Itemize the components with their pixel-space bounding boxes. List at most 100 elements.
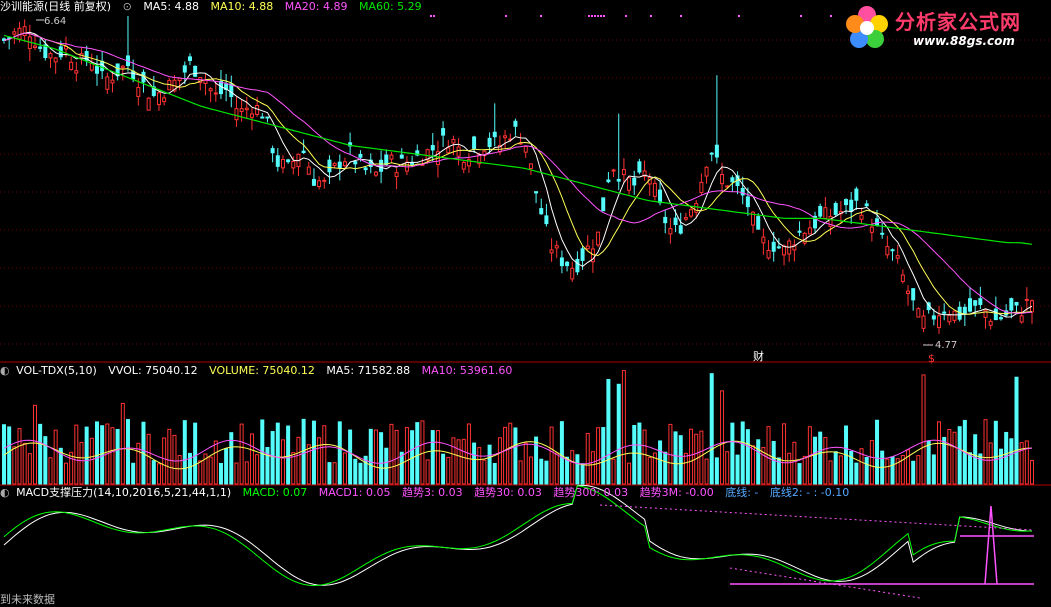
candle	[973, 300, 978, 306]
volume-bar	[947, 429, 952, 485]
candle	[22, 26, 27, 37]
volume-bar	[503, 426, 508, 485]
volume-bar	[1019, 442, 1024, 485]
candle	[311, 178, 316, 186]
candle	[146, 97, 151, 111]
candle	[451, 139, 456, 144]
volume-bar	[559, 421, 564, 485]
volume-bar	[327, 462, 332, 485]
candle	[828, 215, 833, 227]
volume-bar	[125, 419, 130, 485]
volume-bar	[177, 455, 182, 485]
candle	[880, 232, 885, 235]
volume-bar	[983, 419, 988, 485]
candle	[792, 244, 797, 251]
volume-bar	[782, 423, 787, 485]
volume-indicator-name[interactable]: VOL-TDX(5,10)	[16, 364, 97, 377]
volume-bar	[58, 447, 63, 485]
volume-bar	[642, 429, 647, 485]
volume-bar	[301, 418, 306, 485]
watermark-url: www.88gs.com	[913, 34, 1015, 48]
candle	[544, 215, 549, 225]
candle	[921, 315, 926, 329]
candle	[523, 146, 528, 153]
volume-bar	[869, 439, 874, 485]
volume-bar	[17, 428, 22, 485]
volume-bar	[890, 456, 895, 485]
settings-icon[interactable]: ⊙	[122, 0, 132, 13]
finance-marker[interactable]: 财	[753, 350, 764, 363]
volume-bar	[306, 444, 311, 485]
vol-ma5-label: MA5: 71582.88	[326, 364, 411, 377]
candle	[689, 209, 694, 217]
volume-bar	[255, 454, 260, 485]
candle	[430, 145, 435, 151]
volume-bar	[94, 421, 99, 485]
volume-bar	[859, 448, 864, 485]
candle	[699, 181, 704, 194]
event-marker	[738, 15, 740, 17]
volume-bar	[539, 458, 544, 485]
candle	[797, 230, 802, 233]
candle	[363, 167, 368, 171]
volume-bar	[399, 451, 404, 485]
stock-title[interactable]: 沙训能源(日线 前复权)	[0, 0, 112, 13]
event-marker	[800, 15, 802, 17]
candle	[668, 228, 673, 235]
candle	[771, 241, 776, 252]
volume-bar	[802, 455, 807, 485]
volume-bar	[849, 450, 854, 485]
event-marker	[600, 15, 602, 17]
candle	[916, 308, 921, 318]
volume-bar	[534, 436, 539, 485]
volume-bar	[828, 460, 833, 485]
volume-label: VOLUME: 75040.12	[209, 364, 315, 377]
volume-ma5-line	[3, 440, 1033, 470]
ma10-label: MA10: 4.88	[210, 0, 274, 13]
volume-bar	[218, 462, 223, 485]
candle	[162, 97, 167, 103]
volume-bar	[704, 458, 709, 485]
volume-bar	[611, 458, 616, 485]
candle	[38, 46, 43, 49]
volume-bar	[1014, 376, 1019, 485]
volume-bar	[999, 448, 1004, 485]
volume-bar	[384, 447, 389, 485]
volume-bar	[549, 426, 554, 485]
candle	[389, 154, 394, 160]
volume-bar	[968, 452, 973, 485]
candle	[1009, 298, 1014, 311]
candle	[937, 315, 942, 329]
macd-indicator-name[interactable]: MACD支撑压力(14,10,2016,5,21,44,1,1)	[16, 486, 232, 499]
macd-line	[3, 484, 1033, 586]
candle	[100, 60, 105, 72]
volume-bar	[203, 453, 208, 485]
volume-bar	[787, 452, 792, 485]
panel-toggle-icon[interactable]: ◐	[0, 364, 10, 377]
candle	[410, 162, 415, 165]
candle	[575, 258, 580, 273]
candle	[637, 161, 642, 173]
candle	[931, 315, 936, 320]
volume-bar	[658, 440, 663, 485]
volume-bar	[709, 373, 714, 485]
candle	[513, 120, 518, 127]
candle	[208, 88, 213, 92]
volume-bar	[895, 458, 900, 485]
macd-value: MACD: 0.07	[242, 486, 308, 499]
vvol-label: VVOL: 75040.12	[108, 364, 198, 377]
watermark-title: 分析家公式网	[895, 10, 1021, 34]
volume-bar	[224, 448, 229, 485]
candle	[611, 169, 616, 172]
volume-bar	[565, 456, 570, 485]
volume-bar	[286, 425, 291, 485]
candle	[745, 196, 750, 208]
volume-bar	[322, 425, 327, 485]
volume-bar	[213, 440, 218, 485]
panel-toggle-icon[interactable]: ◐	[0, 486, 10, 499]
candle	[596, 231, 601, 246]
volume-bar	[756, 439, 761, 485]
candle	[306, 166, 311, 175]
dividend-marker[interactable]: $	[928, 352, 935, 365]
